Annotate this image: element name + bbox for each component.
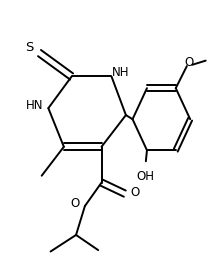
Text: NH: NH [112, 66, 129, 79]
Text: S: S [25, 41, 34, 54]
Text: HN: HN [26, 99, 44, 112]
Text: OH: OH [137, 170, 155, 183]
Text: O: O [184, 56, 194, 69]
Text: O: O [70, 197, 80, 210]
Text: O: O [130, 186, 139, 199]
